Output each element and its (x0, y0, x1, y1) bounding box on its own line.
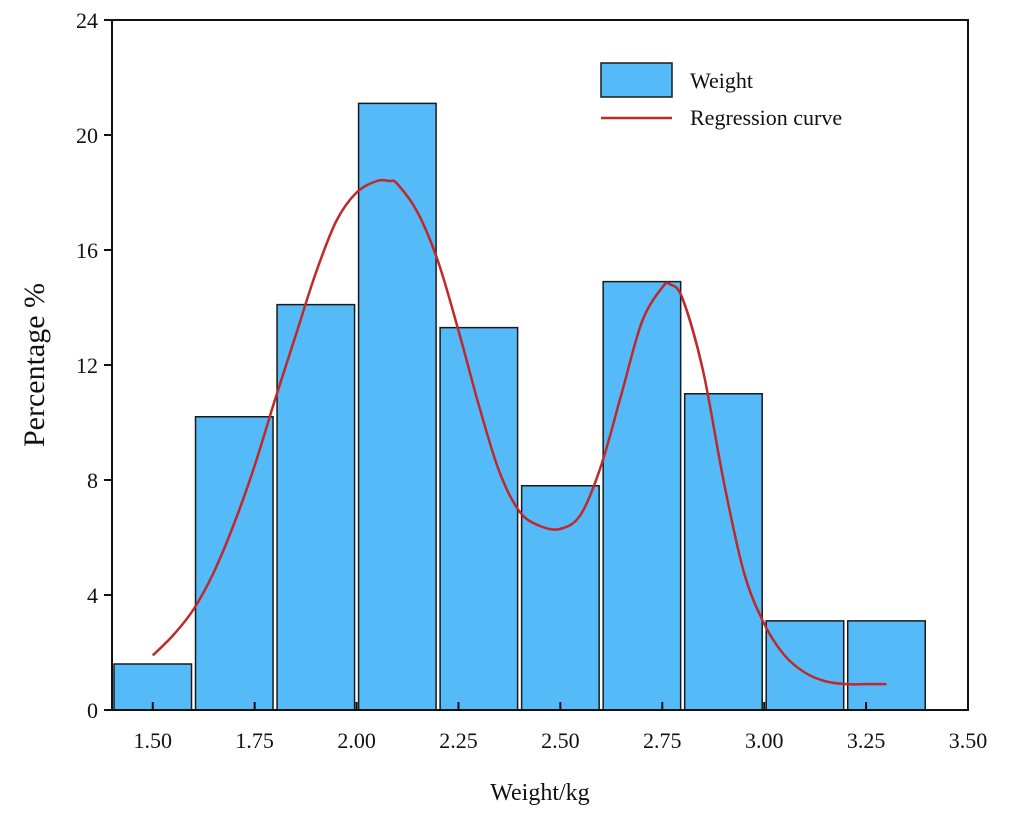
histogram-bar (357, 102, 437, 711)
y-tick-label: 4 (87, 583, 98, 608)
x-tick-label: 2.50 (541, 728, 580, 753)
x-tick-label: 1.75 (235, 728, 274, 753)
histogram-bar (194, 416, 274, 711)
x-axis-title: Weight/kg (490, 780, 589, 806)
bars-layer (113, 102, 926, 711)
legend-label-regression-curve: Regression curve (690, 105, 842, 130)
histogram-bar (520, 485, 600, 711)
y-tick-label: 20 (76, 123, 98, 148)
x-tick-label: 3.25 (847, 728, 886, 753)
histogram-bar (439, 326, 519, 711)
y-tick-label: 0 (87, 698, 98, 723)
y-tick-label: 12 (76, 353, 98, 378)
x-tick-label: 3.00 (745, 728, 784, 753)
y-axis-title: Percentage % (18, 283, 51, 447)
y-tick-label: 16 (76, 238, 98, 263)
y-tick-label: 8 (87, 468, 98, 493)
regression-curve-line (151, 178, 887, 686)
legend-label-weight: Weight (690, 68, 753, 93)
curve-layer (151, 178, 887, 686)
x-tick-label: 2.25 (439, 728, 478, 753)
x-tick-label: 1.50 (134, 728, 173, 753)
x-axis: 1.50 1.75 2.00 2.25 2.50 2.75 3.00 3.25 3.50 (134, 702, 988, 753)
legend-swatch-weight (600, 62, 673, 98)
x-tick-label: 2.00 (337, 728, 376, 753)
histogram-bar (683, 393, 763, 711)
x-tick-label: 3.50 (949, 728, 988, 753)
histogram-bar (846, 620, 926, 711)
histogram-bar (602, 280, 682, 711)
histogram-bar (276, 303, 356, 711)
histogram-bar (765, 620, 845, 711)
legend: Weight Regression curve (600, 62, 842, 130)
x-tick-label: 2.75 (643, 728, 682, 753)
y-axis: 0 4 8 12 16 20 24 (76, 8, 112, 723)
y-tick-label: 24 (76, 8, 98, 33)
